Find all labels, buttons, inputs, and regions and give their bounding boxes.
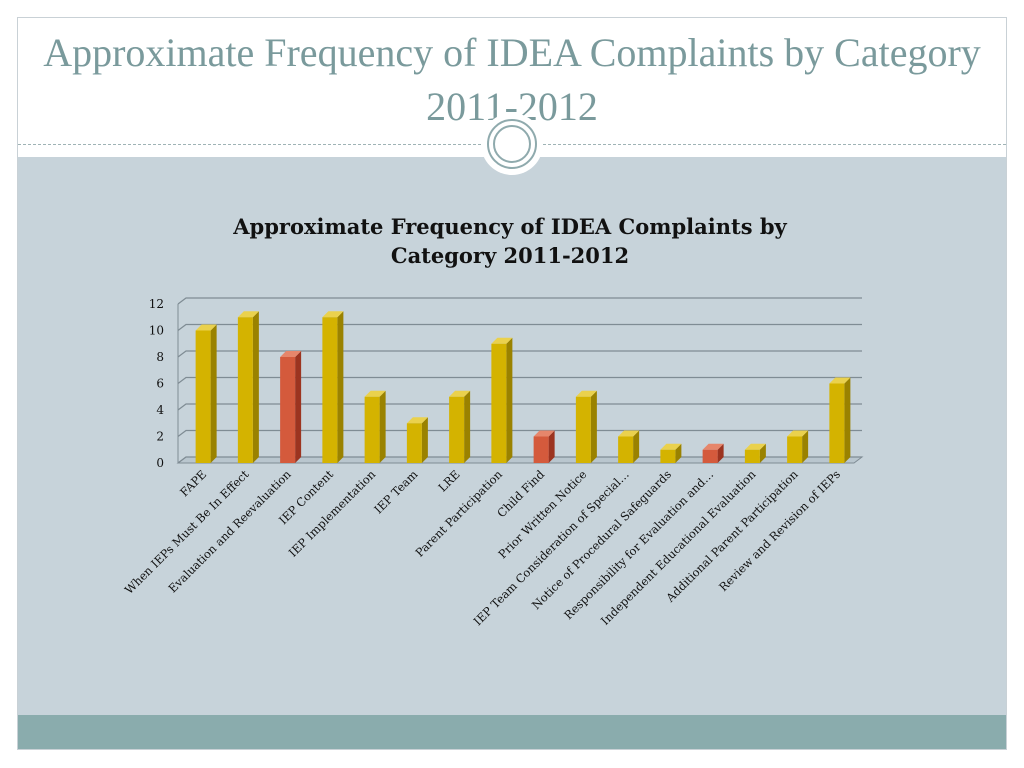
bar-side — [464, 390, 471, 463]
bar-top — [364, 390, 386, 397]
bar-top — [660, 443, 682, 450]
bar — [575, 390, 597, 463]
bar — [491, 337, 513, 463]
x-tick-label: IEP Team Consideration of Special… — [471, 467, 632, 628]
bar — [618, 430, 640, 463]
gridline — [177, 376, 862, 384]
bar-side — [675, 443, 682, 463]
bar — [406, 417, 428, 463]
bar-side — [421, 417, 428, 463]
bar-front — [575, 396, 591, 463]
bar-side — [295, 351, 302, 463]
bar — [744, 443, 766, 463]
bar — [195, 324, 217, 463]
bar-front — [829, 383, 845, 463]
bar-top — [406, 417, 428, 424]
bar-side — [379, 390, 386, 463]
footer-bar — [18, 715, 1006, 749]
bar-side — [802, 430, 809, 463]
bar — [787, 430, 809, 463]
bar-front — [787, 436, 803, 463]
bar-front — [660, 449, 676, 463]
bar — [660, 443, 682, 463]
bar-top — [449, 390, 471, 397]
bar — [533, 430, 555, 463]
bar-top — [787, 430, 809, 437]
bar-top — [237, 311, 259, 318]
bar-front — [406, 423, 422, 463]
bar-top — [618, 430, 640, 437]
bar-top — [195, 324, 217, 331]
bar-side — [548, 430, 555, 463]
y-tick-label: 10 — [149, 324, 164, 338]
bar-front — [195, 330, 211, 463]
bar-side — [337, 311, 344, 463]
bar-top — [744, 443, 766, 450]
x-tick-label: IEP Team — [371, 467, 420, 516]
bar — [449, 390, 471, 463]
gridline — [177, 403, 862, 411]
bar-top — [575, 390, 597, 397]
chart-title-line-1: Approximate Frequency of IDEA Complaints… — [232, 214, 787, 239]
y-tick-label: 2 — [156, 430, 164, 444]
bar-front — [702, 449, 718, 463]
x-tick-label: Responsibility for Evaluation and… — [561, 467, 716, 622]
bar-front — [322, 317, 338, 463]
slide-title: Approximate Frequency of IDEA Complaints… — [43, 30, 981, 129]
divider-circle-inner-ring — [493, 125, 531, 163]
bar-front — [491, 343, 507, 463]
bar-side — [633, 430, 640, 463]
gridline — [177, 297, 862, 305]
divider-circle-outer-ring — [487, 119, 537, 169]
bar-front — [618, 436, 634, 463]
bar-side — [759, 443, 766, 463]
y-tick-label: 8 — [156, 350, 164, 364]
bar-side — [210, 324, 217, 463]
bar-top — [491, 337, 513, 344]
bar-side — [717, 443, 724, 463]
bar-front — [280, 357, 296, 463]
gridline — [177, 350, 862, 358]
bar-top — [533, 430, 555, 437]
bar-top — [280, 351, 302, 357]
bar-side — [506, 337, 513, 463]
bar-front — [744, 449, 760, 463]
x-tick-label: FAPE — [177, 467, 209, 499]
bar-front — [364, 396, 380, 463]
bar — [280, 351, 302, 463]
x-tick-label: Independent Educational Evaluation — [598, 467, 759, 628]
x-tick-label: LRE — [435, 467, 462, 494]
bar — [829, 377, 851, 463]
bar-side — [252, 311, 259, 463]
bar-front — [449, 396, 465, 463]
y-tick-label: 4 — [156, 403, 164, 417]
chart-title-line-2: Category 2011-2012 — [391, 243, 629, 268]
bar-top — [702, 443, 724, 450]
bar-side — [590, 390, 597, 463]
y-tick-label: 0 — [156, 456, 164, 470]
bar-top — [829, 377, 851, 384]
gridline — [177, 323, 862, 331]
bar — [237, 311, 259, 463]
y-tick-label: 12 — [149, 297, 164, 311]
bar — [702, 443, 724, 463]
bar — [322, 311, 344, 463]
y-tick-label: 6 — [156, 377, 164, 391]
bar-top — [322, 311, 344, 318]
bar-front — [237, 317, 253, 463]
bar-side — [844, 377, 851, 463]
bar-front — [533, 436, 549, 463]
bar — [364, 390, 386, 463]
